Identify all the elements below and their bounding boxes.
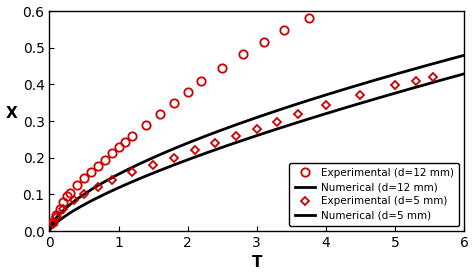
Y-axis label: X: X — [6, 106, 18, 121]
Legend: Experimental (d=12 mm), Numerical (d=12 mm), Experimental (d=5 mm), Numerical (d: Experimental (d=12 mm), Numerical (d=12 … — [289, 163, 459, 226]
X-axis label: T: T — [251, 256, 262, 270]
